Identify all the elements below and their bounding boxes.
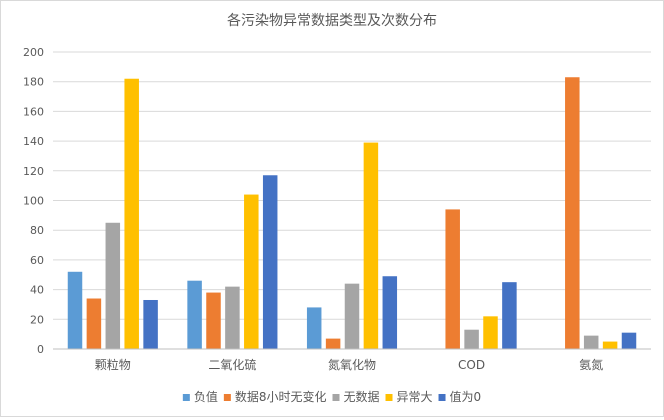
- y-tick-label: 180: [23, 76, 44, 89]
- bar: [565, 77, 580, 350]
- gridlines: [53, 51, 651, 320]
- chart-title: 各污染物异常数据类型及次数分布: [227, 13, 437, 29]
- legend-item: 异常大: [385, 390, 433, 404]
- bar: [382, 276, 398, 349]
- bar: [187, 280, 202, 349]
- legend-swatch: [223, 394, 231, 401]
- legend-item: 无数据: [332, 389, 380, 404]
- x-category-label: 氮氧化物: [328, 357, 376, 372]
- bar: [325, 338, 341, 349]
- y-tick-label: 100: [23, 195, 44, 208]
- bars: [67, 77, 637, 350]
- bar: [464, 329, 479, 349]
- x-category-label: 氨氮: [579, 357, 603, 372]
- y-tick-label: 20: [30, 313, 44, 326]
- legend-item: 负值: [182, 389, 218, 404]
- bar: [502, 282, 517, 349]
- x-category-label: COD: [458, 358, 485, 372]
- legend-swatch: [332, 394, 340, 401]
- x-category-label: 二氧化硫: [208, 357, 256, 372]
- bar: [306, 307, 322, 349]
- bar: [445, 209, 460, 349]
- y-tick-label: 160: [23, 105, 44, 118]
- y-axis-tick-labels: 0 20 40 60 80 100 120 140 160 180 200: [23, 46, 44, 356]
- bar: [583, 335, 599, 349]
- bar: [143, 299, 158, 349]
- x-axis-category-labels: 颗粒物 二氧化硫 氮氧化物 COD 氨氮: [95, 357, 603, 372]
- bar: [86, 298, 102, 349]
- bar: [262, 175, 278, 349]
- legend-swatch: [438, 394, 446, 401]
- bar: [67, 271, 83, 349]
- y-tick-label: 40: [30, 284, 44, 297]
- bar: [206, 292, 221, 349]
- legend-label: 值为0: [450, 389, 482, 404]
- y-tick-label: 60: [30, 254, 44, 267]
- bar: [225, 286, 240, 349]
- legend-swatch: [182, 394, 190, 401]
- bar: [602, 341, 618, 349]
- bar: [344, 283, 360, 349]
- bar: [105, 222, 121, 349]
- y-tick-label: 120: [23, 165, 44, 178]
- y-tick-label: 80: [30, 224, 44, 237]
- legend-swatch: [385, 394, 393, 401]
- bar: [124, 78, 139, 349]
- legend-label: 负值: [194, 389, 218, 404]
- y-tick-label: 200: [23, 46, 44, 59]
- legend: 负值 数据8小时无变化 无数据 异常大 值为0: [182, 389, 482, 404]
- y-tick-label: 0: [37, 343, 44, 356]
- bar: [483, 316, 498, 349]
- legend-label: 无数据: [343, 389, 379, 404]
- x-category-label: 颗粒物: [95, 357, 131, 372]
- legend-item: 值为0: [438, 389, 482, 404]
- bar: [621, 332, 637, 349]
- bar: [363, 142, 379, 349]
- legend-label: 异常大: [397, 390, 433, 404]
- legend-label: 数据8小时无变化: [235, 389, 327, 404]
- legend-item: 数据8小时无变化: [223, 389, 327, 404]
- bar: [244, 194, 259, 349]
- y-tick-label: 140: [23, 135, 44, 148]
